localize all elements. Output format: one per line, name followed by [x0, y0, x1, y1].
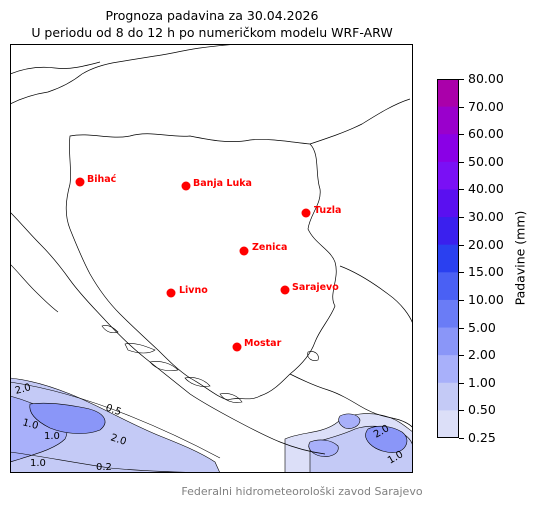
- colorbar-tick-mark: [459, 161, 464, 163]
- island-3: [184, 377, 211, 387]
- city-marker-banja-luka: [181, 181, 191, 191]
- city-label-zenica: Zenica: [252, 242, 287, 253]
- colorbar-tick-label: 80.00: [468, 71, 504, 86]
- border-inland-west: [10, 263, 59, 313]
- colorbar-tick-mark: [459, 134, 464, 136]
- colorbar-tick-label: 2.00: [468, 347, 496, 363]
- border-bosnia-herzegovina: [65, 133, 337, 401]
- border-croatia-north: [10, 44, 246, 105]
- colorbar-segment: [437, 134, 459, 163]
- colorbar-tick-label: 30.00: [468, 209, 504, 225]
- colorbar-tick-label: 70.00: [468, 98, 504, 114]
- colorbar-tick-mark: [459, 410, 464, 412]
- colorbar-segment: [437, 161, 459, 190]
- city-marker-sarajevo: [280, 285, 290, 295]
- colorbar-tick-mark: [459, 217, 464, 219]
- colorbar-tick-mark: [459, 189, 464, 191]
- precip-area-sw-light: [10, 377, 221, 473]
- lake-1: [307, 351, 319, 361]
- city-marker-tuzla: [301, 208, 311, 218]
- colorbar-tick-mark: [459, 327, 464, 329]
- colorbar-segment: [437, 244, 459, 273]
- city-label-livno: Livno: [179, 285, 208, 296]
- colorbar-tick-label: 60.00: [468, 126, 504, 142]
- colorbar-segment: [437, 79, 459, 108]
- coastline-adriatic: [10, 211, 326, 455]
- colorbar-tick-mark: [459, 355, 464, 357]
- city-marker-mostar: [232, 342, 242, 352]
- island-5: [101, 325, 119, 334]
- colorbar-tick-mark: [459, 106, 464, 108]
- precip-area-se-core: [365, 425, 408, 453]
- city-marker-bihac: [75, 177, 85, 187]
- map-title: Prognoza padavina za 30.04.2026: [105, 8, 319, 23]
- colorbar-tick-label: 0.25: [468, 430, 496, 445]
- island-4: [219, 393, 243, 403]
- colorbar-tick-mark: [459, 79, 464, 80]
- contour-label-4: 1.0: [44, 431, 60, 442]
- colorbar-segment: [437, 355, 459, 384]
- city-label-banja-luka: Banja Luka: [193, 178, 252, 189]
- colorbar-segment: [437, 410, 459, 438]
- colorbar-tick-label: 1.00: [468, 374, 496, 390]
- island-2: [149, 361, 179, 372]
- city-label-tuzla: Tuzla: [314, 205, 341, 216]
- map-subtitle: U periodu od 8 do 12 h po numeričkom mod…: [31, 25, 393, 40]
- colorbar-tick-mark: [459, 299, 464, 301]
- precipitation-map: Bihać Banja Luka Tuzla Zenica Livno Sara…: [10, 44, 413, 473]
- colorbar-tick-label: 0.50: [468, 402, 496, 418]
- city-marker-zenica: [239, 246, 249, 256]
- colorbar-segment: [437, 106, 459, 135]
- contour-label-6: 1.0: [30, 458, 46, 469]
- contour-label-1: 2.0: [14, 382, 32, 397]
- city-label-mostar: Mostar: [244, 338, 282, 349]
- colorbar-label: Padavine (mm): [512, 210, 528, 306]
- colorbar-segment: [437, 299, 459, 329]
- colorbar-segment: [437, 189, 459, 218]
- footer-credit: Federalni hidrometeorološki zavod Saraje…: [181, 485, 423, 498]
- border-hungary: [10, 61, 101, 75]
- contour-label-7: 0.2: [96, 462, 112, 473]
- colorbar-segment: [437, 382, 459, 411]
- colorbar-tick-mark: [459, 244, 464, 246]
- border-montenegro: [289, 373, 413, 429]
- colorbar-segment: [437, 327, 459, 356]
- colorbar-tick-label: 15.00: [468, 264, 504, 280]
- precip-area-sw-outer: [10, 381, 221, 459]
- border-serbia: [309, 98, 413, 325]
- city-marker-livno: [166, 288, 176, 298]
- colorbar-tick-label: 20.00: [468, 236, 504, 252]
- colorbar-tick-label: 10.00: [468, 291, 504, 307]
- colorbar-segment: [437, 272, 459, 301]
- city-label-bihac: Bihać: [87, 174, 117, 185]
- contour-label-2: 0.5: [104, 402, 123, 418]
- colorbar-tick-mark: [459, 382, 464, 384]
- map-border: [10, 44, 413, 473]
- precip-area-sw-core: [29, 402, 106, 434]
- colorbar-segment: [437, 217, 459, 246]
- contour-label-5: 2.0: [109, 432, 128, 447]
- city-label-sarajevo: Sarajevo: [292, 282, 339, 293]
- precip-area-se-patch2: [338, 413, 361, 429]
- island-1: [124, 343, 156, 354]
- colorbar: [437, 79, 459, 438]
- colorbar-tick-mark: [459, 272, 464, 274]
- colorbar-border: [437, 79, 459, 438]
- colorbar-tick-mark: [459, 438, 464, 439]
- contour-label-3: 1.0: [21, 417, 39, 432]
- colorbar-tick-label: 5.00: [468, 319, 496, 335]
- colorbar-tick-label: 50.00: [468, 153, 504, 169]
- colorbar-tick-label: 40.00: [468, 181, 504, 197]
